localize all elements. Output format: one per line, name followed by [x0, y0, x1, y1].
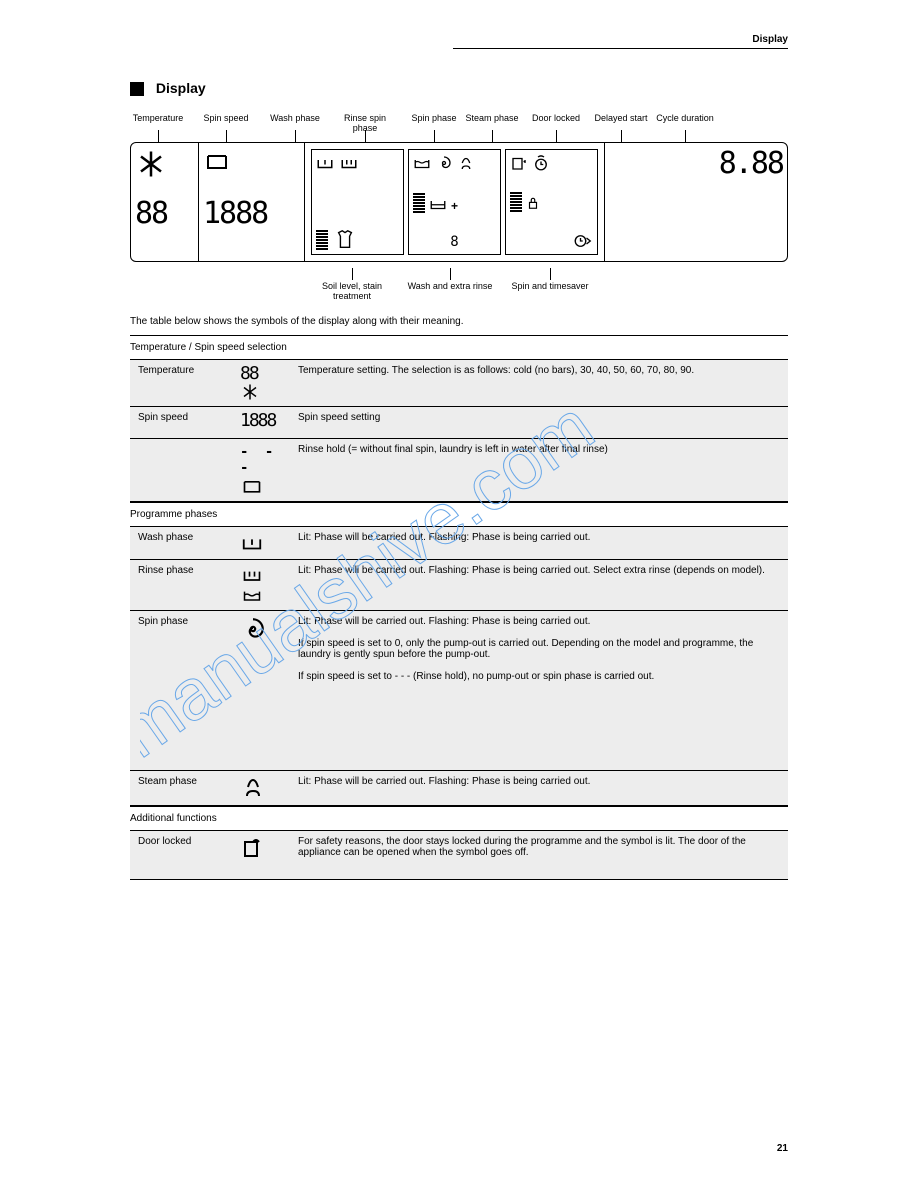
spiral-small-icon	[435, 154, 453, 172]
intro-text: The table below shows the symbols of the…	[130, 316, 788, 327]
row-desc: For safety reasons, the door stays locke…	[298, 836, 780, 858]
row-label: Spin speed	[130, 412, 240, 423]
callout-cycle-duration: Cycle duration	[652, 114, 718, 126]
page-title: Display	[130, 80, 788, 96]
tub-icon	[203, 149, 231, 173]
row-label: Steam phase	[130, 776, 240, 787]
row-desc: Rinse hold (= without final spin, laundr…	[298, 444, 780, 455]
row-desc: Lit: Phase will be carried out. Flashing…	[298, 616, 780, 682]
row-label: Rinse phase	[130, 565, 240, 576]
wash-basin-2-icon	[340, 154, 358, 172]
display-diagram: 88 1888	[130, 142, 788, 262]
delay-clock-icon	[532, 154, 550, 172]
section-title-2: Programme phases	[130, 502, 788, 526]
level-bars-1-icon	[316, 230, 328, 250]
lock-icon	[526, 194, 540, 212]
row-desc: Lit: Phase will be carried out. Flashing…	[298, 776, 780, 787]
rinse-basin-2-icon	[240, 565, 264, 585]
table-row: Rinse phase Lit: Phase will be carried o…	[130, 559, 788, 610]
extra-rinse-icon	[429, 195, 447, 213]
door-lock-small-icon	[510, 154, 528, 172]
callout-wash-phase: Wash phase	[266, 114, 324, 126]
page-number: 21	[777, 1143, 788, 1154]
callout-spin-speed: Spin speed	[186, 114, 266, 126]
row-desc: Temperature setting. The selection is as…	[298, 365, 780, 376]
callout-steam-phase: Steam phase	[462, 114, 522, 126]
table-row: Spin phase Lit: Phase will be carried ou…	[130, 610, 788, 770]
snowflake-icon	[135, 149, 167, 179]
row-label: Spin phase	[130, 616, 240, 627]
callout-temperature: Temperature	[130, 114, 186, 126]
callout-spin-phase: Spin phase	[406, 114, 462, 126]
running-header: Display	[752, 34, 788, 45]
seg-duration-icon: 8.88	[609, 149, 783, 179]
door-locked-icon	[240, 836, 266, 860]
level-bars-2-icon	[413, 193, 425, 213]
seg88-icon: 88	[240, 365, 260, 383]
section-title-3: Additional functions	[130, 806, 788, 830]
timesaver-icon	[571, 232, 593, 250]
top-callouts: Temperature Spin speed Wash phase Rinse …	[130, 114, 788, 142]
table-row: Wash phase Lit: Phase will be carried ou…	[130, 526, 788, 559]
callout-delayed-start: Delayed start	[590, 114, 652, 126]
rinse-basin-icon	[413, 154, 431, 172]
spiral-icon	[240, 616, 266, 642]
seg1888-icon: 1888	[240, 412, 275, 430]
snowflake-small-icon	[240, 383, 260, 401]
table-row: - - - Rinse hold (= without final spin, …	[130, 438, 788, 502]
table-row: Temperature 88 Temperature setting. The …	[130, 359, 788, 406]
header-rule	[453, 48, 788, 49]
wash-basin-icon	[240, 532, 264, 554]
steam-icon	[240, 776, 266, 800]
seg-small-icon: 8	[413, 234, 496, 250]
bullet-square-icon	[130, 82, 144, 96]
heading-text: Display	[156, 80, 206, 96]
rinse-hold-icon	[240, 476, 264, 496]
section-title-1: Temperature / Spin speed selection	[130, 335, 788, 359]
steam-small-icon	[457, 154, 475, 172]
seg-spin-icon: 1888	[203, 199, 300, 229]
row-label: Door locked	[130, 836, 240, 847]
row-desc: Spin speed setting	[298, 412, 780, 423]
tshirt-icon	[334, 228, 356, 250]
wash-basin-1-icon	[316, 154, 334, 172]
table-row: Door locked For safety reasons, the door…	[130, 830, 788, 880]
level-bars-3-icon	[510, 192, 522, 212]
table-row: Spin speed 1888 Spin speed setting	[130, 406, 788, 438]
row-label: Temperature	[130, 365, 240, 376]
table-row: Steam phase Lit: Phase will be carried o…	[130, 770, 788, 806]
dashes-icon: - - -	[240, 444, 298, 476]
rinse-basin-wave-icon	[240, 585, 264, 605]
seg-temperature-icon: 88	[135, 199, 194, 229]
bottom-callouts: Soil level, stain treatment Wash and ext…	[130, 268, 788, 300]
row-desc: Lit: Phase will be carried out. Flashing…	[298, 565, 780, 576]
row-desc: Lit: Phase will be carried out. Flashing…	[298, 532, 780, 543]
callout-door-locked: Door locked	[522, 114, 590, 126]
row-label: Wash phase	[130, 532, 240, 543]
